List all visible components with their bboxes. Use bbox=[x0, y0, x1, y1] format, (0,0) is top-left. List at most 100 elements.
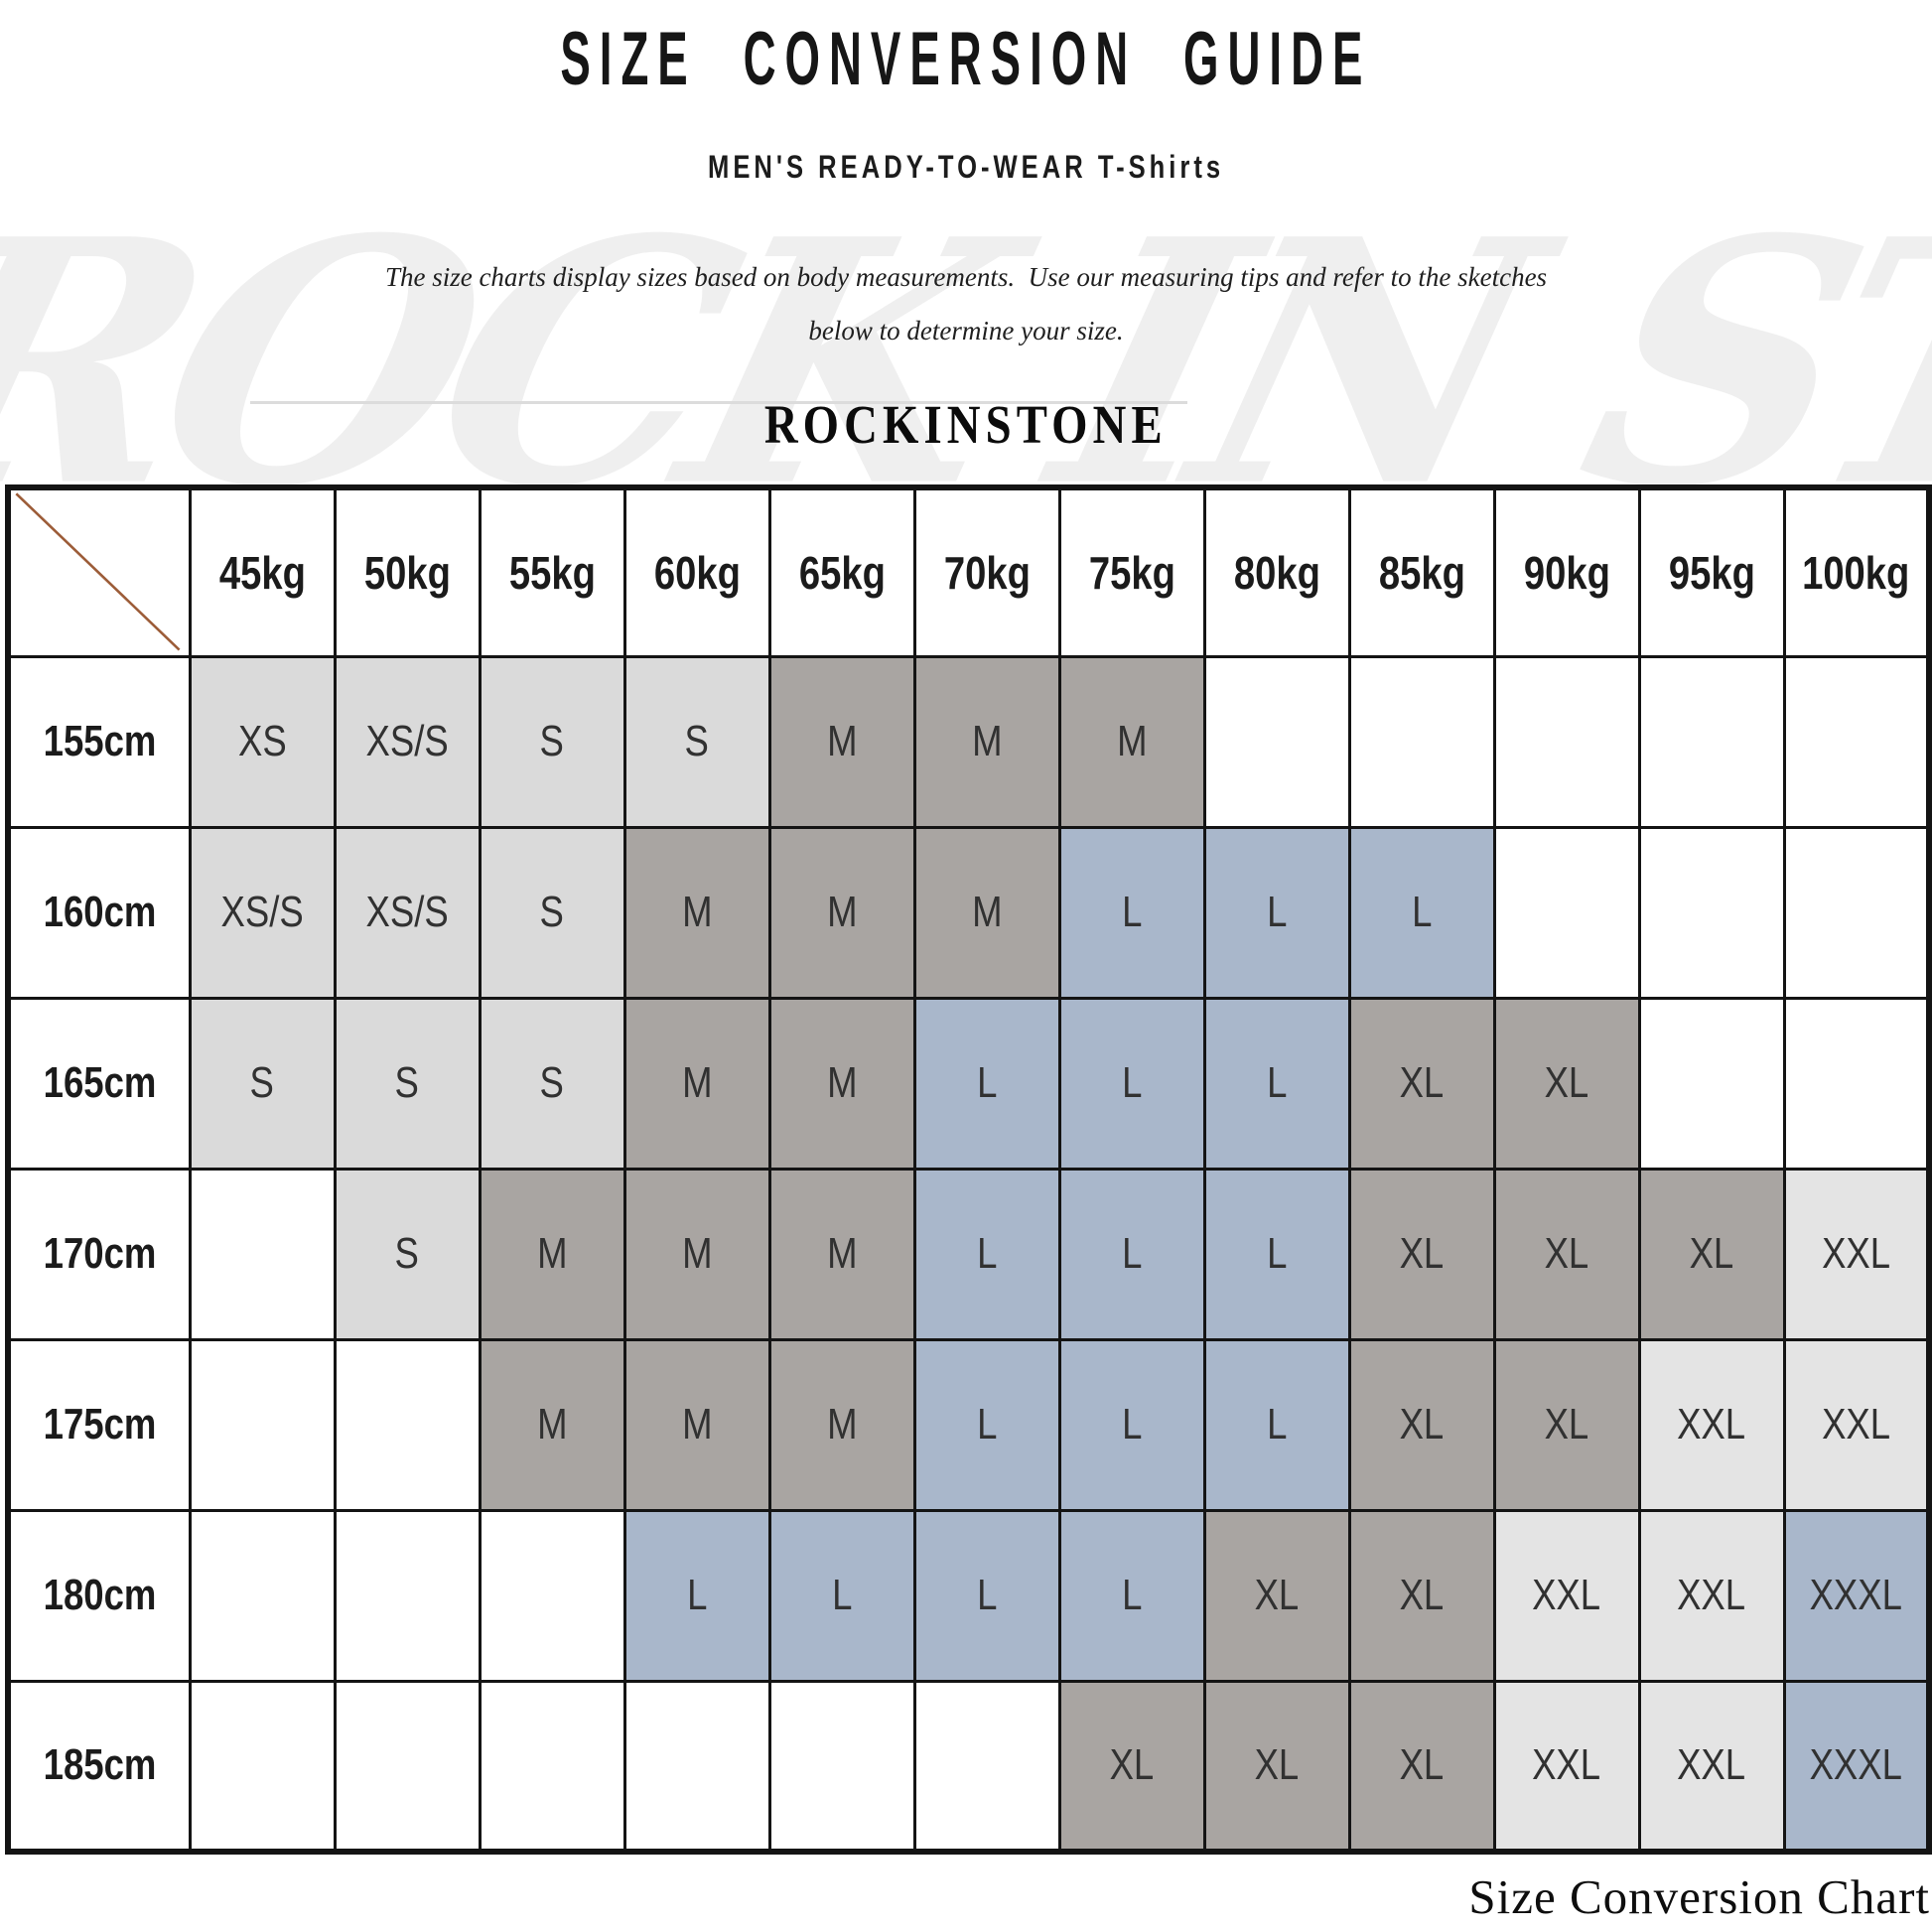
size-cell-label: XXL bbox=[1677, 1400, 1746, 1449]
table-row: 165cm S S S M M L L L XL XL bbox=[6, 996, 1931, 1171]
size-cell: L bbox=[912, 1167, 1061, 1341]
size-cell: L bbox=[912, 996, 1061, 1171]
height-label-cell: 155cm bbox=[6, 654, 192, 829]
size-cell: M bbox=[622, 825, 771, 1000]
size-cell-label: XS/S bbox=[365, 717, 449, 765]
size-cell: XL bbox=[1492, 1167, 1641, 1341]
size-cell: XL bbox=[1057, 1679, 1206, 1854]
size-cell: S bbox=[478, 654, 626, 829]
size-cell: M bbox=[622, 1337, 771, 1512]
size-cell: XS/S bbox=[333, 825, 482, 1000]
size-cell bbox=[478, 1508, 626, 1683]
size-cell: XL bbox=[1492, 1337, 1641, 1512]
page-title-wrap: SIZE CONVERSION GUIDE bbox=[0, 16, 1932, 102]
size-cell-label: L bbox=[1121, 1229, 1143, 1278]
weight-header-row: 45kg 50kg 55kg 60kg 65kg 70kg 75kg 80kg 85kg 90kg… bbox=[6, 485, 1931, 658]
size-cell: XL bbox=[1347, 1167, 1496, 1341]
size-cell: XL bbox=[1347, 996, 1496, 1171]
brand-title: ROCKINSTONE bbox=[764, 394, 1168, 455]
size-cell: XXL bbox=[1782, 1337, 1931, 1512]
size-cell: S bbox=[622, 654, 771, 829]
size-cell-label: M bbox=[681, 1058, 713, 1107]
size-cell bbox=[188, 1508, 337, 1683]
size-cell: L bbox=[1057, 825, 1206, 1000]
size-cell-label: XS/S bbox=[220, 888, 304, 936]
size-cell-label: XL bbox=[1254, 1571, 1300, 1619]
size-cell-label: L bbox=[1266, 888, 1288, 936]
size-cell bbox=[1347, 654, 1496, 829]
weight-header-label: 50kg bbox=[363, 546, 451, 599]
size-cell-label: XXL bbox=[1821, 1400, 1890, 1449]
height-label: 165cm bbox=[43, 1058, 157, 1107]
size-cell-label: L bbox=[1121, 1058, 1143, 1107]
size-cell-label: M bbox=[536, 1229, 568, 1278]
weight-header-label: 75kg bbox=[1088, 546, 1175, 599]
size-cell: XL bbox=[1347, 1337, 1496, 1512]
corner-diagonal-svg bbox=[11, 490, 189, 655]
size-cell: S bbox=[333, 1167, 482, 1341]
size-cell-label: S bbox=[249, 1058, 275, 1107]
size-cell-label: L bbox=[1266, 1400, 1288, 1449]
table-row: 170cm S M M M L L L XL XL XL XXL bbox=[6, 1167, 1931, 1341]
size-cell bbox=[188, 1167, 337, 1341]
size-cell: XL bbox=[1492, 996, 1641, 1171]
size-cell bbox=[622, 1679, 771, 1854]
weight-header-label: 70kg bbox=[943, 546, 1031, 599]
weight-header-label: 80kg bbox=[1233, 546, 1320, 599]
size-cell: M bbox=[478, 1337, 626, 1512]
size-cell-label: M bbox=[826, 1229, 858, 1278]
height-label-cell: 170cm bbox=[6, 1167, 192, 1341]
weight-header: 50kg bbox=[333, 485, 482, 658]
size-cell: M bbox=[912, 825, 1061, 1000]
weight-header: 55kg bbox=[478, 485, 626, 658]
size-cell bbox=[1637, 996, 1786, 1171]
size-table-body: 155cm XS XS/S S S M M M 160cm XS/S XS/S S M M M L L L 165c… bbox=[6, 654, 1931, 1854]
table-row: 185cm XL XL XL XXL XXL XXXL bbox=[6, 1679, 1931, 1854]
size-cell-label: XL bbox=[1399, 1571, 1445, 1619]
weight-header: 80kg bbox=[1202, 485, 1351, 658]
size-cell: XL bbox=[1202, 1679, 1351, 1854]
size-cell-label: S bbox=[394, 1058, 420, 1107]
size-cell: M bbox=[1057, 654, 1206, 829]
size-cell bbox=[1782, 825, 1931, 1000]
size-cell-label: XXL bbox=[1532, 1571, 1601, 1619]
corner-cell bbox=[6, 485, 192, 658]
weight-header-label: 65kg bbox=[798, 546, 886, 599]
size-cell-label: L bbox=[1121, 888, 1143, 936]
table-row: 160cm XS/S XS/S S M M M L L L bbox=[6, 825, 1931, 1000]
size-cell: L bbox=[767, 1508, 916, 1683]
description-line-2: below to determine your size. bbox=[808, 316, 1124, 345]
size-cell-label: L bbox=[976, 1571, 998, 1619]
size-cell: XXXL bbox=[1782, 1679, 1931, 1854]
size-cell: XXL bbox=[1637, 1508, 1786, 1683]
size-cell-label: XXL bbox=[1532, 1740, 1601, 1790]
size-cell-label: M bbox=[971, 717, 1003, 765]
size-cell: L bbox=[912, 1508, 1061, 1683]
size-cell: L bbox=[1202, 1167, 1351, 1341]
size-cell: M bbox=[767, 1167, 916, 1341]
weight-header-label: 95kg bbox=[1668, 546, 1755, 599]
size-cell: S bbox=[188, 996, 337, 1171]
diagonal-line bbox=[16, 493, 179, 649]
size-cell-label: S bbox=[539, 717, 565, 765]
size-cell-label: M bbox=[681, 1400, 713, 1449]
size-cell: L bbox=[1057, 1508, 1206, 1683]
height-label-cell: 175cm bbox=[6, 1337, 192, 1512]
height-label: 155cm bbox=[43, 717, 157, 765]
size-cell-label: XL bbox=[1399, 1400, 1445, 1449]
size-cell-label: XL bbox=[1689, 1229, 1734, 1278]
height-label: 185cm bbox=[43, 1740, 157, 1790]
size-cell bbox=[1492, 825, 1641, 1000]
size-cell bbox=[1782, 654, 1931, 829]
size-cell bbox=[1492, 654, 1641, 829]
size-cell-label: M bbox=[971, 888, 1003, 936]
size-cell: L bbox=[1202, 996, 1351, 1171]
size-cell bbox=[1637, 825, 1786, 1000]
size-cell-label: XS/S bbox=[365, 888, 449, 936]
size-cell-label: XXL bbox=[1677, 1571, 1746, 1619]
size-cell: XS/S bbox=[188, 825, 337, 1000]
size-cell: XS bbox=[188, 654, 337, 829]
table-row: 155cm XS XS/S S S M M M bbox=[6, 654, 1931, 829]
size-cell bbox=[333, 1508, 482, 1683]
